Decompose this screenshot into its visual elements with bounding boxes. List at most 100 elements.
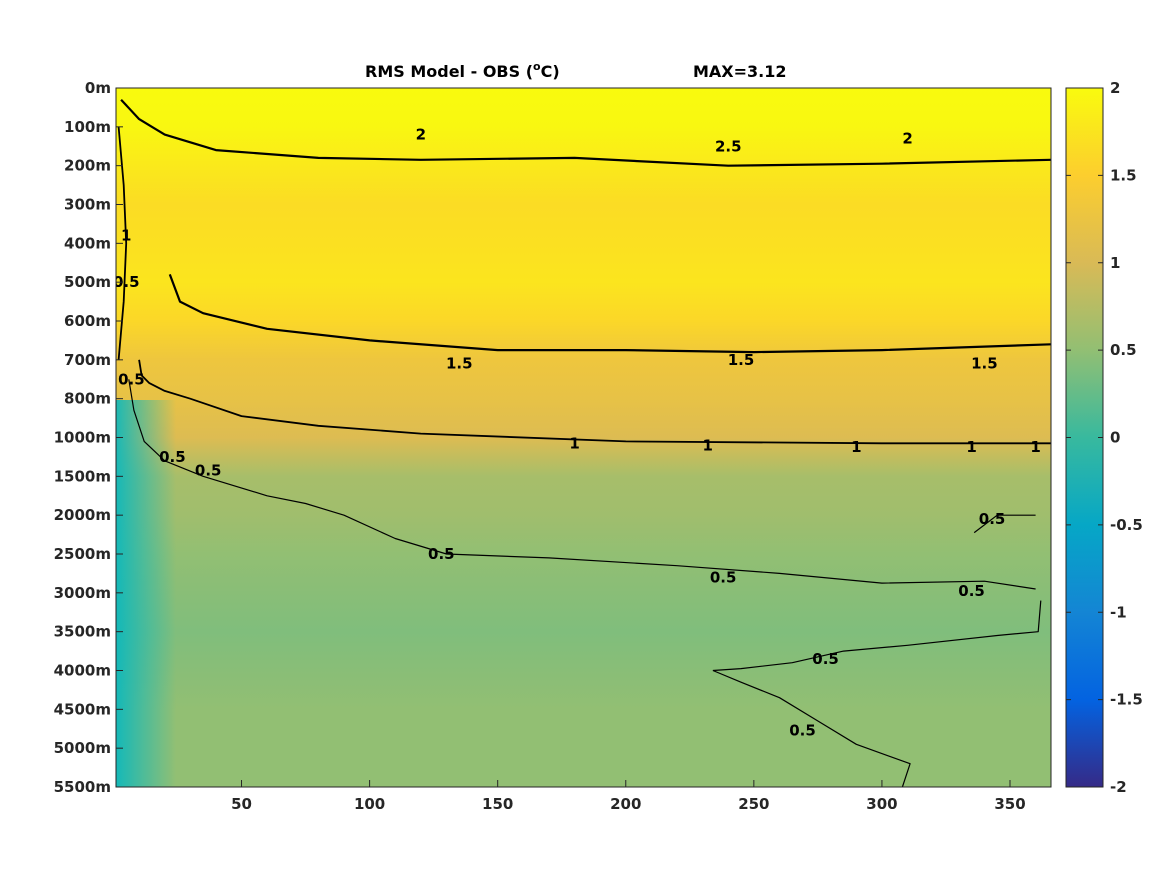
contour-label: 0.5 <box>113 273 140 291</box>
y-tick-label: 1500m <box>54 467 111 485</box>
colorbar-tick-label: 1.5 <box>1110 166 1137 184</box>
contour-label: 0.5 <box>958 582 985 600</box>
colorbar-ticks: 2 1.5 1 0.5 0 -0.5 -1 -1.5 -2 <box>1066 79 1143 796</box>
contour-label: 2.5 <box>715 137 742 155</box>
contour-label-text: 0.5 <box>812 650 839 668</box>
y-tick-label: 300m <box>64 196 111 214</box>
contour-label-text: 0.5 <box>195 462 222 480</box>
contour-label-text: 1.5 <box>971 355 998 373</box>
y-tick-label: 3500m <box>54 623 111 641</box>
colorbar-tick-label: -0.5 <box>1110 516 1143 534</box>
x-tick-label: 150 <box>482 795 513 813</box>
colorbar-tick-label: -2 <box>1110 778 1127 796</box>
y-tick-label: 600m <box>64 312 111 330</box>
contour-line <box>712 669 911 787</box>
contour-label: 0.5 <box>710 568 737 586</box>
contour-label-text: 0.5 <box>979 510 1006 528</box>
contour-label-text: 1 <box>966 438 976 456</box>
contour-label: 1 <box>1030 438 1040 456</box>
contour-label-text: 1.5 <box>728 351 755 369</box>
y-tick-label: 2500m <box>54 545 111 563</box>
contour-label-text: 0.5 <box>113 273 140 291</box>
contour-line <box>973 514 1036 534</box>
contour-label-text: 2.5 <box>715 137 742 155</box>
contour-label: 1 <box>121 227 131 245</box>
x-tick-label: 100 <box>354 795 385 813</box>
y-tick-label: 3000m <box>54 584 111 602</box>
y-tick-label: 0m <box>85 79 111 97</box>
contour-label-text: 1 <box>1030 438 1040 456</box>
contour-label: 1.5 <box>971 355 998 373</box>
colorbar-tick-label: 2 <box>1110 79 1120 97</box>
y-tick-label: 2000m <box>54 506 111 524</box>
y-tick-label: 200m <box>64 157 111 175</box>
plot-area: 0.5 0.5 0.5 0.5 0.5 0.5 0.5 0.5 0.5 0.5 1 1 1 1 1 1.5 1.… <box>113 88 1051 787</box>
contour-label-text: 2 <box>902 129 912 147</box>
y-tick-label: 4000m <box>54 662 111 680</box>
contour-label-text: 1 <box>569 434 579 452</box>
colorbar-tick-label: 0 <box>1110 429 1120 447</box>
y-tick-label: 5000m <box>54 739 111 757</box>
chart-title: RMS Model - OBS (oC) MAX=3.12 <box>365 60 787 81</box>
colorbar-tick-label: -1.5 <box>1110 691 1143 709</box>
contour-label: 1.5 <box>446 355 473 373</box>
contour-line <box>168 274 1051 354</box>
title-unit: C) <box>541 62 560 81</box>
contour-label: 2 <box>902 129 912 147</box>
contour-label: 2 <box>416 126 426 144</box>
contour-label: 0.5 <box>159 448 186 466</box>
y-tick-label: 800m <box>64 390 111 408</box>
x-tick-label: 200 <box>610 795 641 813</box>
contour-label: 0.5 <box>789 722 816 740</box>
contour-label: 1 <box>569 434 579 452</box>
contour-label-text: 1 <box>703 436 713 454</box>
title-main: RMS Model - OBS ( <box>365 62 533 81</box>
contour-label: 1 <box>851 438 861 456</box>
colorbar-tick-label: 0.5 <box>1110 341 1137 359</box>
x-tick-label: 250 <box>738 795 769 813</box>
x-tick-label: 350 <box>994 795 1025 813</box>
y-tick-label: 5500m <box>54 778 111 796</box>
contour-label-text: 0.5 <box>159 448 186 466</box>
contour-line <box>128 379 1036 590</box>
y-tick-label: 1000m <box>54 429 111 447</box>
contour-label: 0.5 <box>812 650 839 668</box>
contour-label-text: 0.5 <box>118 370 145 388</box>
contour-label-text: 1 <box>851 438 861 456</box>
y-tick-label: 4500m <box>54 700 111 718</box>
title-superscript: o <box>533 60 541 73</box>
colorbar-gradient <box>1065 87 1104 788</box>
shore-band <box>116 400 176 787</box>
contour-line <box>712 600 1042 672</box>
colorbar-tick-label: -1 <box>1110 603 1127 621</box>
max-label: MAX=3.12 <box>693 62 787 81</box>
y-tick-label: 400m <box>64 234 111 252</box>
x-tick-label: 300 <box>866 795 897 813</box>
y-tick-label: 100m <box>64 118 111 136</box>
contour-label-text: 1 <box>121 227 131 245</box>
heatmap-field <box>116 88 1051 787</box>
contour-label: 0.5 <box>428 545 455 563</box>
x-tick-label: 50 <box>231 795 252 813</box>
contour-label-text: 0.5 <box>710 568 737 586</box>
contour-label-text: 1.5 <box>446 355 473 373</box>
colorbar-tick-label: 1 <box>1110 254 1120 272</box>
contour-label-text: 0.5 <box>428 545 455 563</box>
contour-label-text: 0.5 <box>958 582 985 600</box>
svg-text:RMS Model - OBS (oC): RMS Model - OBS (oC) <box>365 60 560 81</box>
contour-label-text: 2 <box>416 126 426 144</box>
contour-line <box>138 359 1051 445</box>
contour-label: 1 <box>966 438 976 456</box>
y-tick-label: 500m <box>64 273 111 291</box>
contour-line <box>120 98 1051 167</box>
y-tick-label: 700m <box>64 351 111 369</box>
contour-label-text: 0.5 <box>789 722 816 740</box>
contour-labels: 0.5 0.5 0.5 0.5 0.5 0.5 0.5 0.5 0.5 0.5 1 1 1 1 1 1.5 1.… <box>113 126 1041 740</box>
contour-label: 1 <box>703 436 713 454</box>
colorbar: 2 1.5 1 0.5 0 -0.5 -1 -1.5 -2 <box>1065 79 1143 796</box>
contour-label: 0.5 <box>979 510 1006 528</box>
y-axis: 0m 100m 200m 300m 400m 500m 600m 700m 800m 1000m 1… <box>54 79 123 796</box>
contour-label: 0.5 <box>118 370 145 388</box>
contour-label: 1.5 <box>728 351 755 369</box>
